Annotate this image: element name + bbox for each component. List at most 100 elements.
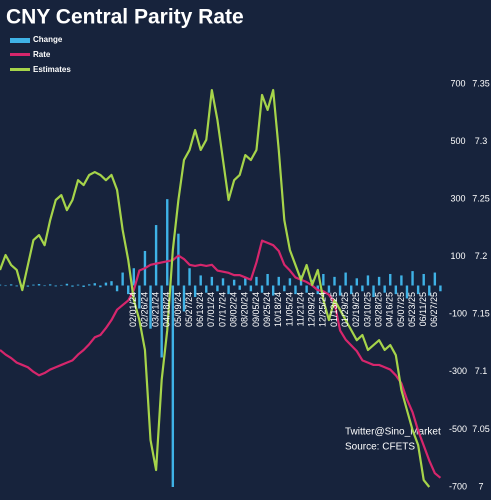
change-bar <box>288 278 292 286</box>
change-bar <box>305 285 308 293</box>
x-tick-label: 04/18/24 <box>162 292 172 327</box>
change-bar <box>76 284 80 286</box>
legend-swatch <box>10 68 30 71</box>
change-bar <box>15 285 18 287</box>
chart-title: CNY Central Parity Rate <box>6 6 244 29</box>
series-line <box>0 239 442 479</box>
x-tick-label: 01/29/25 <box>340 292 350 327</box>
change-bar <box>138 285 141 309</box>
change-bar <box>366 275 370 286</box>
x-tick-label: 12/25/24 <box>318 292 328 327</box>
y2-tick-label: 7.25 <box>472 194 490 204</box>
change-bar <box>104 282 108 286</box>
y-tick-label: -500 <box>449 424 467 434</box>
change-bar <box>232 279 236 286</box>
x-tick-label: 11/05/24 <box>284 292 294 326</box>
change-bar <box>127 285 130 295</box>
x-tick-label: 09/25/24 <box>262 292 272 327</box>
x-tick-label: 03/10/25 <box>362 292 372 327</box>
x-tick-label: 12/09/24 <box>307 292 317 327</box>
y-tick-label: 100 <box>450 251 465 261</box>
change-bar <box>294 285 297 295</box>
x-tick-label: 02/19/25 <box>351 292 361 327</box>
change-bar <box>177 233 180 286</box>
x-tick-label: 06/11/25 <box>418 292 428 326</box>
change-bar <box>110 281 113 286</box>
change-bar <box>355 278 358 286</box>
change-bar <box>71 285 74 287</box>
change-bar <box>361 285 364 292</box>
change-bar <box>283 285 286 292</box>
change-bar <box>327 285 331 293</box>
change-bar <box>154 225 158 286</box>
change-bar <box>9 284 13 286</box>
x-tick-label: 03/28/25 <box>373 292 383 327</box>
change-bar <box>338 285 342 296</box>
change-bar <box>82 285 85 287</box>
change-bar <box>188 268 191 286</box>
y2-tick-label: 7.2 <box>475 251 488 261</box>
x-tick-label: 10/18/24 <box>273 292 283 327</box>
change-bar <box>115 285 119 292</box>
change-bar <box>428 285 431 296</box>
change-bar <box>344 272 347 286</box>
change-bar <box>266 273 269 286</box>
y-tick-label: 700 <box>450 78 465 88</box>
change-bar <box>422 273 425 286</box>
legend-label: Change <box>33 35 63 44</box>
x-tick-label: 06/13/24 <box>195 292 205 327</box>
change-bar <box>171 285 175 487</box>
change-bar <box>271 285 275 296</box>
x-tick-label: 04/16/25 <box>385 292 395 327</box>
change-bar <box>182 285 186 312</box>
change-bar <box>350 285 353 295</box>
change-bar <box>149 285 152 329</box>
change-bar <box>4 285 7 287</box>
x-tick-label: 07/17/24 <box>217 292 227 327</box>
change-bar <box>26 285 30 287</box>
change-bar <box>322 273 325 286</box>
change-bar <box>193 285 197 298</box>
change-bar <box>221 278 225 286</box>
y2-tick-label: 7 <box>478 481 483 491</box>
change-bar <box>249 285 253 292</box>
change-bar <box>238 285 241 290</box>
x-tick-label: 05/23/25 <box>407 292 417 327</box>
change-bar <box>400 275 403 286</box>
change-bar <box>99 285 102 288</box>
annotation: Twitter@Sino_Market <box>345 427 441 438</box>
legend-label: Rate <box>33 50 51 59</box>
y-tick-label: 500 <box>450 136 465 146</box>
x-tick-label: 07/01/24 <box>206 292 216 327</box>
change-bar <box>43 285 46 287</box>
series-line <box>0 88 431 488</box>
y-tick-label: 300 <box>450 194 465 204</box>
change-bar <box>132 268 135 286</box>
change-bar <box>166 199 169 286</box>
legend-swatch <box>10 53 30 56</box>
change-bar <box>37 284 41 286</box>
x-tick-label: 05/27/24 <box>184 292 194 327</box>
change-bar <box>32 284 35 286</box>
change-bar <box>227 285 230 295</box>
change-bar <box>65 283 69 286</box>
x-tick-label: 02/26/24 <box>139 292 149 327</box>
change-bar <box>0 284 2 286</box>
change-bar <box>260 285 264 293</box>
change-bar <box>216 285 219 292</box>
x-tick-label: 03/21/24 <box>150 292 160 327</box>
legend-label: Estimates <box>33 65 71 74</box>
y2-tick-label: 7.1 <box>475 366 488 376</box>
annotation: Source: CFETS <box>345 442 415 453</box>
change-bar <box>199 275 202 286</box>
y-tick-label: -700 <box>449 481 467 491</box>
change-bar <box>60 284 63 286</box>
y2-tick-label: 7.05 <box>472 424 490 434</box>
change-bar <box>93 283 96 286</box>
change-bar <box>160 285 163 358</box>
change-bar <box>48 284 52 286</box>
legend-swatch <box>10 38 30 43</box>
change-bar <box>389 273 392 286</box>
x-tick-label: 05/07/25 <box>396 292 406 327</box>
